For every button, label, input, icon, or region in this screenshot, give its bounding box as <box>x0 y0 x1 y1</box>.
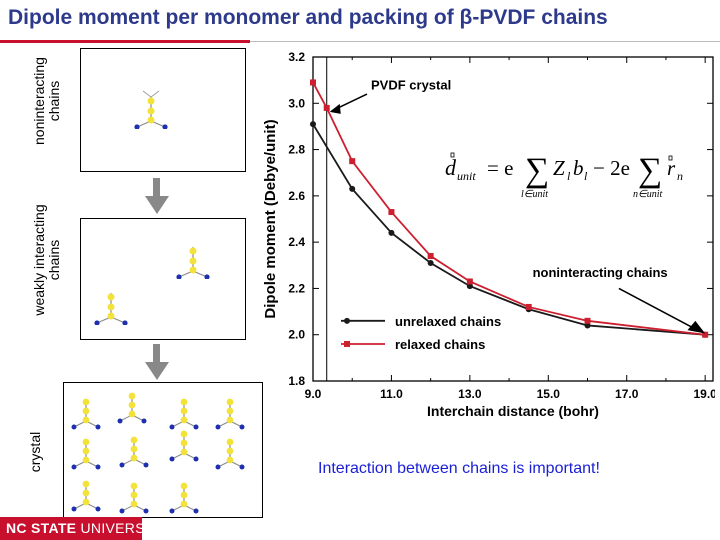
relaxed-point <box>584 317 591 324</box>
x-tick-label: 11.0 <box>380 387 403 401</box>
noninteracting-panel <box>80 48 246 172</box>
noninteracting-label: noninteracting chains <box>31 57 62 145</box>
series-line-relaxed <box>312 82 706 336</box>
x-axis-label: Interchain distance (bohr) <box>427 403 599 419</box>
university-logo: NC STATE UNIVERSITY <box>0 517 167 540</box>
legend-label: relaxed chains <box>395 337 485 352</box>
relaxed-point <box>388 209 395 216</box>
molecule-icon <box>71 438 101 470</box>
molecule-icon <box>169 482 199 514</box>
formula-lhs: d <box>445 155 457 180</box>
unrelaxed-point <box>466 283 473 290</box>
y-tick-label: 3.0 <box>288 96 305 110</box>
x-tick-label: 13.0 <box>458 387 482 401</box>
molecule-icon <box>119 482 149 514</box>
unrelaxed-point <box>310 121 316 128</box>
formula-term2: r <box>667 156 676 180</box>
sum-icon: ∑ <box>525 152 549 189</box>
molecule-icon <box>117 392 147 424</box>
molecule-icon <box>169 398 199 430</box>
molecule-icon <box>71 398 101 430</box>
molecule-icon <box>71 480 101 512</box>
conclusion-note: Interaction between chains is important! <box>318 460 600 477</box>
relaxed-point <box>466 278 473 285</box>
down-arrow-icon <box>145 362 169 380</box>
weakly-interacting-panel <box>80 218 246 340</box>
formula-term1-b: b <box>573 156 584 180</box>
legend-marker <box>344 317 350 324</box>
noninteracting-annotation: noninteracting chains <box>533 265 668 280</box>
plot-frame <box>312 56 714 382</box>
unrelaxed-point <box>349 185 356 192</box>
formula-term2-sub: n <box>677 169 683 183</box>
weakly-interacting-label: weakly interacting chains <box>31 204 62 316</box>
title-underline-gray <box>250 41 720 42</box>
vector-mark-icon <box>450 152 455 158</box>
crystal-label: crystal <box>27 431 43 473</box>
dipole-chart: 1.8 2.0 2.2 2.4 2.6 2.8 3.0 3.2 9.0 11.0 13.0 15.0 1… <box>262 50 715 419</box>
molecule-icon <box>215 438 245 470</box>
formula-term1: Z <box>553 156 565 180</box>
unrelaxed-point <box>427 259 434 266</box>
legend-label: unrelaxed chains <box>395 314 501 329</box>
y-tick-label: 2.2 <box>288 281 305 295</box>
formula-term1-b-sub: l <box>584 169 588 183</box>
y-tick-label: 2.8 <box>288 143 305 157</box>
legend-marker <box>344 340 350 347</box>
molecule-icon <box>169 430 199 462</box>
y-tick-label: 1.8 <box>288 374 305 388</box>
y-tick-label: 2.0 <box>288 328 305 342</box>
y-tick-label: 2.6 <box>288 189 305 203</box>
arrowhead-icon <box>329 103 341 114</box>
pvdf-crystal-annotation: PVDF crystal <box>371 77 451 92</box>
molecule-icon <box>176 247 210 279</box>
relaxed-point <box>323 104 330 111</box>
x-tick-label: 19.0 <box>693 387 715 401</box>
molecule-icon <box>215 398 245 430</box>
y-tick-label: 2.4 <box>288 235 305 249</box>
relaxed-point <box>349 158 356 165</box>
formula-lhs-sub: unit <box>457 169 476 183</box>
x-tick-label: 9.0 <box>305 387 322 401</box>
unrelaxed-point <box>584 322 591 329</box>
sum-icon: ∑ <box>638 152 662 189</box>
transition-arrow-2 <box>153 344 160 364</box>
vector-mark-icon <box>668 155 673 161</box>
molecule-icon <box>94 293 128 325</box>
page-title: Dipole moment per monomer and packing of… <box>8 6 608 29</box>
relaxed-point <box>525 303 532 310</box>
molecule-icon <box>119 436 149 468</box>
title-underline-red <box>0 40 250 43</box>
down-arrow-icon <box>145 196 169 214</box>
relaxed-point <box>427 253 434 260</box>
formula-sum1-sub: l∈unit <box>521 189 548 200</box>
transition-arrow-1 <box>153 178 160 198</box>
arrowhead-icon <box>687 320 706 334</box>
unrelaxed-point <box>388 229 395 236</box>
x-tick-label: 15.0 <box>537 387 561 401</box>
formula-sum2-sub: n∈unit <box>633 189 662 200</box>
y-tick-label: 3.2 <box>288 50 305 64</box>
relaxed-point <box>310 79 316 86</box>
molecule-icon <box>134 90 168 129</box>
y-axis-label: Dipole moment (Debye/unit) <box>262 119 279 318</box>
x-tick-label: 17.0 <box>615 387 639 401</box>
series-line-unrelaxed <box>312 123 706 336</box>
formula-term1-sub: l <box>567 169 571 183</box>
crystal-panel <box>63 382 263 518</box>
formula-eq: = e <box>487 156 513 180</box>
formula-minus: − 2e <box>593 156 630 180</box>
relaxed-point <box>702 331 709 338</box>
crystal-lattice <box>71 392 245 514</box>
noninteracting-arrow <box>618 287 698 331</box>
